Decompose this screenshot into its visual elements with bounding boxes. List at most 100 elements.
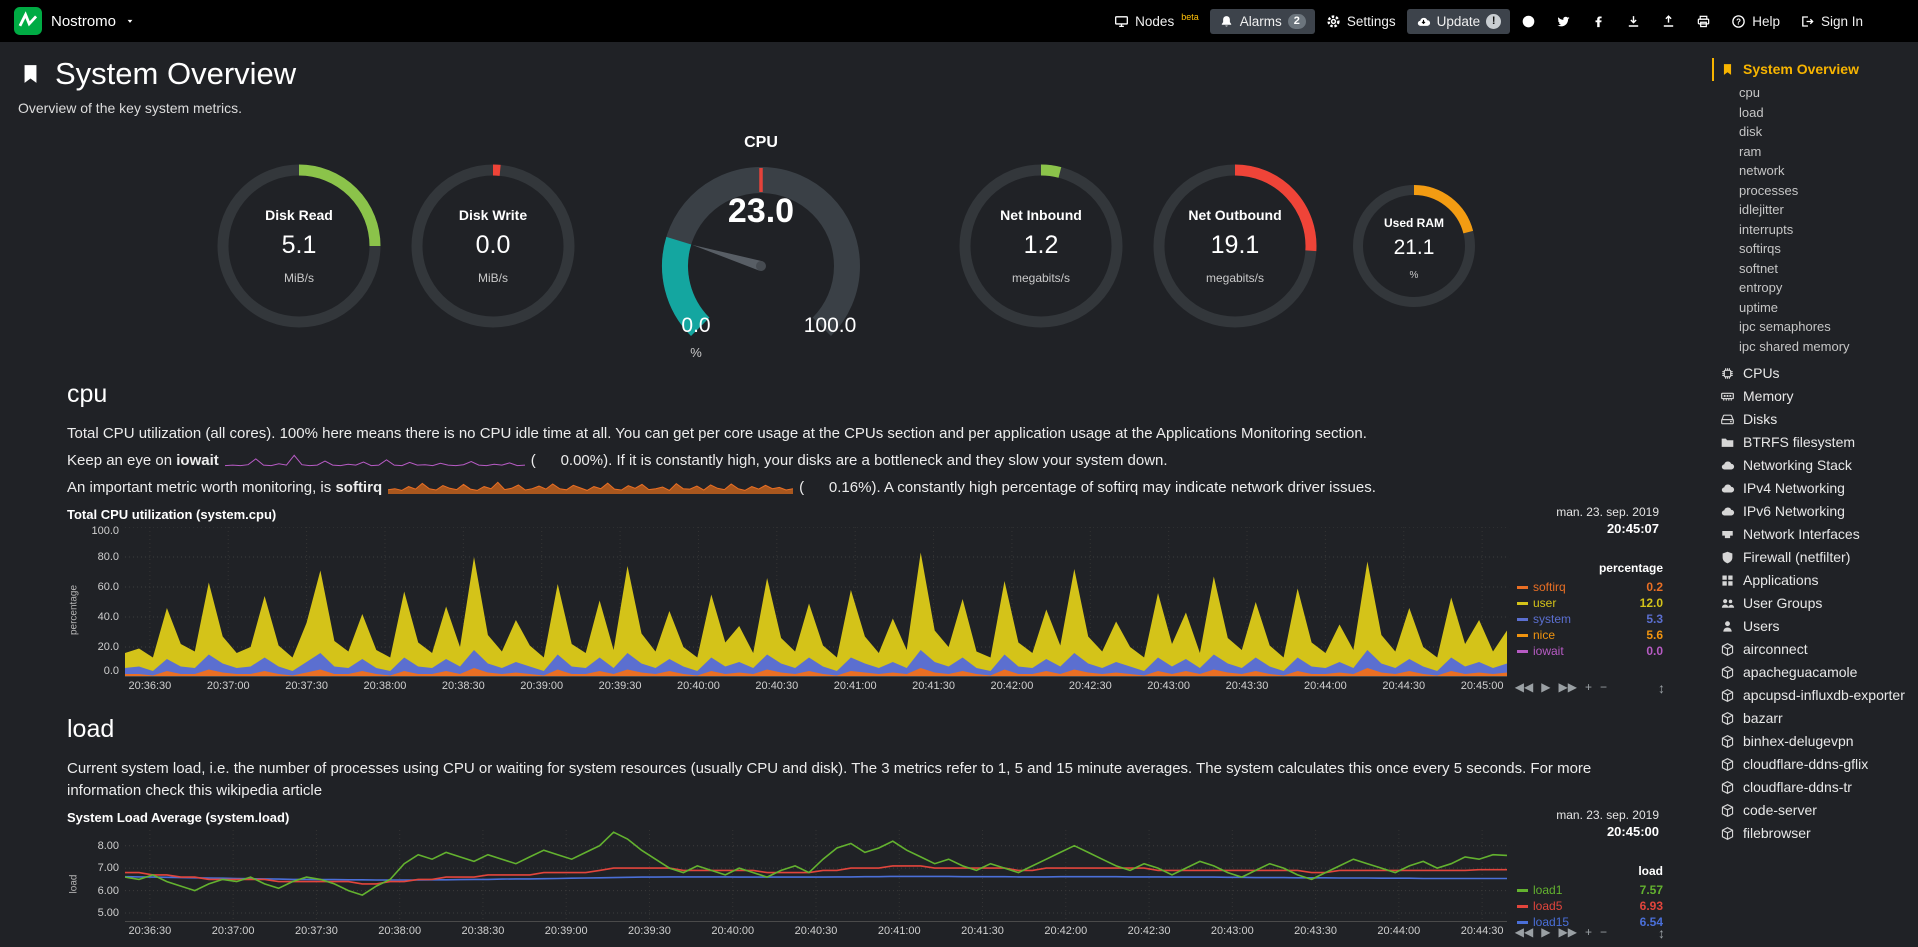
topnav-settings[interactable]: Settings	[1317, 9, 1405, 34]
sidebar-subitem-ram[interactable]: ram	[1739, 143, 1762, 159]
sidebar-item-bazarr[interactable]: bazarr	[1712, 707, 1910, 730]
legend-item-iowait[interactable]: iowait 0.0	[1517, 643, 1663, 659]
sidebar-item-ipv6-networking[interactable]: IPv6 Networking	[1712, 500, 1910, 523]
topnav-help[interactable]: Help	[1722, 9, 1789, 34]
gauge-used-ram[interactable]: Used RAM 21.1%	[1350, 182, 1478, 310]
sidebar-subitem-softirqs[interactable]: softirqs	[1739, 241, 1781, 256]
sidebar-subitem-ipc-semaphores[interactable]: ipc semaphores	[1739, 319, 1831, 334]
chart-resize-handle[interactable]: ↕	[1658, 925, 1665, 941]
sidebar-subitem-idlejitter[interactable]: idlejitter	[1739, 202, 1784, 217]
sidebar-item-users[interactable]: Users	[1712, 615, 1910, 638]
gauges-row: Disk Read 5.1 MiB/s Disk Write 0.0 MiB/s CPU 23…	[14, 134, 1706, 360]
gauge-disk-read[interactable]: Disk Read 5.1 MiB/s	[214, 161, 384, 331]
pan-forward-button[interactable]: ▶▶	[1558, 925, 1577, 939]
legend-item-user[interactable]: user 12.0	[1517, 595, 1663, 611]
cloud-icon	[1720, 504, 1735, 519]
gauge-disk-write[interactable]: Disk Write 0.0 MiB/s	[408, 161, 578, 331]
sidebar-subitem-softnet[interactable]: softnet	[1739, 260, 1779, 276]
chart-resize-handle[interactable]: ↕	[1658, 680, 1665, 696]
chart-controls[interactable]: ◀◀ ▶ ▶▶ + −	[1515, 925, 1607, 939]
sidebar-item-networking-stack[interactable]: Networking Stack	[1712, 454, 1910, 477]
sidebar-item-user-groups[interactable]: User Groups	[1712, 592, 1910, 615]
sidebar-item-code-server[interactable]: code-server	[1712, 799, 1910, 822]
pan-back-button[interactable]: ◀◀	[1514, 680, 1534, 694]
zoom-out-button[interactable]: −	[1599, 925, 1607, 939]
gauge-unit: megabits/s	[1011, 271, 1071, 285]
sidebar-item-binhex-delugevpn[interactable]: binhex-delugevpn	[1712, 730, 1910, 753]
legend-item-nice[interactable]: nice 5.6	[1517, 627, 1663, 643]
softirq-sparkline[interactable]	[388, 479, 794, 495]
legend-swatch	[1517, 617, 1528, 621]
load-chart[interactable]: System Load Average (system.load) man. 2…	[67, 808, 1667, 941]
topnav-nodes[interactable]: Nodes beta	[1105, 9, 1208, 34]
legend-swatch	[1517, 904, 1528, 908]
legend-item-softirq[interactable]: softirq 0.2	[1517, 579, 1663, 595]
pan-back-button[interactable]: ◀◀	[1514, 925, 1534, 939]
sidebar-subitem-entropy[interactable]: entropy	[1739, 280, 1783, 295]
memory-icon	[1720, 389, 1735, 404]
topnav-github[interactable]	[1512, 9, 1545, 34]
sidebar-subitem-cpu[interactable]: cpu	[1739, 85, 1760, 100]
netdata-logo-icon	[14, 7, 42, 35]
zoom-in-button[interactable]: +	[1584, 680, 1592, 694]
topnav-import-snapshot[interactable]	[1617, 9, 1650, 34]
sidebar-item-ipv4-networking[interactable]: IPv4 Networking	[1712, 477, 1910, 500]
legend-item-load1[interactable]: load1 7.57	[1517, 882, 1663, 898]
topnav-twitter[interactable]	[1547, 9, 1580, 34]
sidebar-item-applications[interactable]: Applications	[1712, 569, 1910, 592]
node-selector[interactable]: Nostromo	[14, 7, 135, 35]
topnav-update[interactable]: Update!	[1406, 8, 1511, 34]
gauge-cpu[interactable]: CPU 23.0 0.0 100.0%	[646, 134, 876, 360]
play-button[interactable]: ▶	[1541, 925, 1551, 939]
chart-controls[interactable]: ◀◀ ▶ ▶▶ + −	[1515, 680, 1607, 694]
sidebar-item-label: IPv4 Networking	[1743, 480, 1845, 496]
legend-swatch	[1517, 633, 1528, 637]
sidebar-item-apcupsd-influxdb-exporter[interactable]: apcupsd-influxdb-exporter	[1712, 684, 1910, 707]
topnav-alarms[interactable]: Alarms 2	[1209, 8, 1315, 34]
zoom-out-button[interactable]: −	[1599, 680, 1607, 694]
sidebar-subitem-uptime[interactable]: uptime	[1739, 299, 1779, 315]
cpu-chart[interactable]: Total CPU utilization (system.cpu) man. …	[67, 505, 1667, 696]
topnav-export-snapshot[interactable]	[1652, 9, 1685, 34]
sidebar-item-network-interfaces[interactable]: Network Interfaces	[1712, 523, 1910, 546]
sidebar-item-label: Disks	[1743, 411, 1778, 427]
topnav-print[interactable]	[1687, 9, 1720, 34]
sidebar-subitem-processes[interactable]: processes	[1739, 182, 1799, 198]
iowait-sparkline[interactable]	[224, 452, 525, 468]
legend-unit-header: percentage	[1598, 561, 1663, 575]
sidebar-item-airconnect[interactable]: airconnect	[1712, 638, 1910, 661]
gauge-net-outbound[interactable]: Net Outbound 19.1 megabits/s	[1150, 161, 1320, 331]
print-icon	[1696, 14, 1711, 29]
sidebar-subitem-network[interactable]: network	[1739, 163, 1785, 178]
chart-legend: percentage softirq 0.2 user 12.0 system 5.3 ni…	[1507, 527, 1667, 693]
beta-tag: beta	[1181, 12, 1199, 22]
sidebar-item-btrfs-filesystem[interactable]: BTRFS filesystem	[1712, 431, 1910, 454]
sidebar-item-cpus[interactable]: CPUs	[1712, 362, 1910, 385]
load-plot-area[interactable]	[125, 830, 1507, 922]
pan-forward-button[interactable]: ▶▶	[1558, 680, 1577, 694]
sidebar-item-cloudflare-ddns-gflix[interactable]: cloudflare-ddns-gflix	[1712, 753, 1910, 776]
legend-item-load15[interactable]: load15 6.54	[1517, 914, 1663, 930]
sidebar-item-disks[interactable]: Disks	[1712, 408, 1910, 431]
legend-item-load5[interactable]: load5 6.93	[1517, 898, 1663, 914]
play-button[interactable]: ▶	[1541, 680, 1551, 694]
zoom-in-button[interactable]: +	[1584, 925, 1592, 939]
sidebar-item-firewall-netfilter[interactable]: Firewall (netfilter)	[1712, 546, 1910, 569]
sidebar-subitem-disk[interactable]: disk	[1739, 124, 1763, 139]
topnav-facebook[interactable]	[1582, 9, 1615, 34]
topnav-signin[interactable]: Sign In	[1791, 9, 1872, 34]
gauge-net-inbound[interactable]: Net Inbound 1.2 megabits/s	[956, 161, 1126, 331]
cpu-plot-area[interactable]	[125, 527, 1507, 677]
cloud-download-icon	[1416, 14, 1431, 29]
legend-item-system[interactable]: system 5.3	[1517, 611, 1663, 627]
sidebar-item-system-overview[interactable]: System Overview	[1712, 58, 1910, 81]
x-tick: 20:38:00	[363, 680, 407, 692]
sidebar-subitem-ipc-shared-memory[interactable]: ipc shared memory	[1739, 338, 1850, 354]
sidebar-item-cloudflare-ddns-tr[interactable]: cloudflare-ddns-tr	[1712, 776, 1910, 799]
cloud-icon	[1720, 458, 1735, 473]
sidebar-item-apacheguacamole[interactable]: apacheguacamole	[1712, 661, 1910, 684]
sidebar-item-memory[interactable]: Memory	[1712, 385, 1910, 408]
sidebar-subitem-interrupts[interactable]: interrupts	[1739, 221, 1794, 237]
sidebar-item-filebrowser[interactable]: filebrowser	[1712, 822, 1910, 845]
sidebar-subitem-load[interactable]: load	[1739, 104, 1764, 120]
